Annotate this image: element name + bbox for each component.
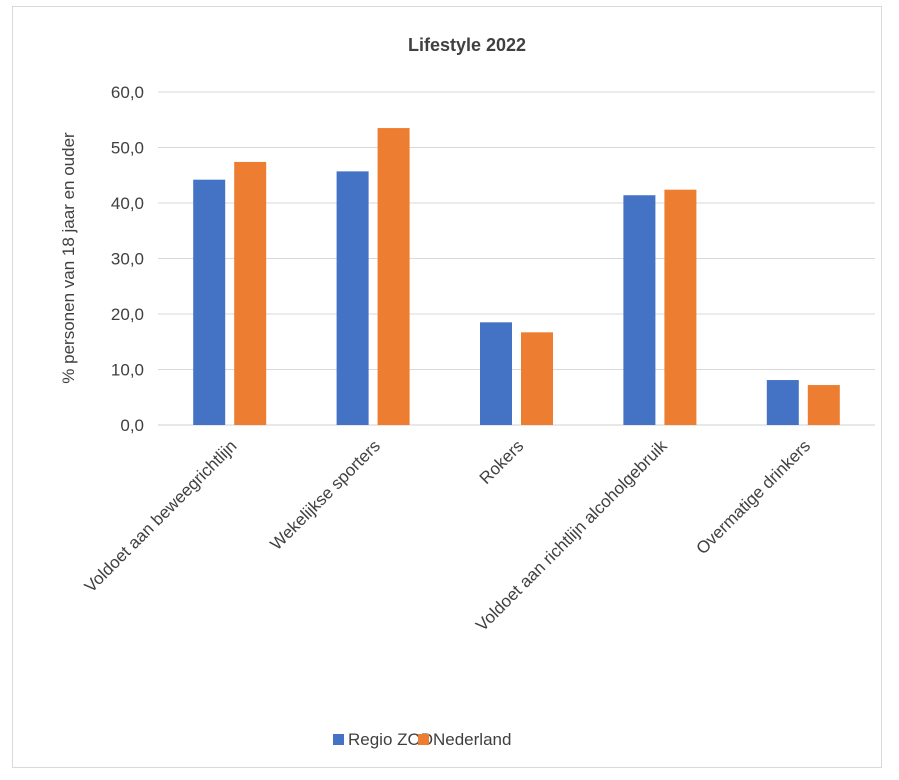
bar-regio-zod [623,195,656,425]
bar-nederland [664,189,697,425]
y-tick-label: 10,0 [111,361,144,380]
y-axis-label: % personen van 18 jaar en ouder [59,132,78,384]
bar-nederland [377,128,410,425]
bar-nederland [807,385,840,425]
gridlines [158,91,875,426]
legend: Regio ZOD Nederland [333,730,511,749]
y-tick-label: 20,0 [111,305,144,324]
chart-title: Lifestyle 2022 [408,35,526,55]
category-label: Overmatige drinkers [692,436,814,558]
bar-regio-zod [193,179,226,425]
chart-frame [12,6,882,768]
bar-nederland [234,161,267,425]
y-tick-label: 40,0 [111,194,144,213]
legend-swatch [418,734,429,745]
bars [193,128,840,425]
category-label: Rokers [476,436,528,488]
bar-regio-zod [336,171,369,425]
legend-label: Nederland [433,730,511,749]
bar-regio-zod [480,322,512,425]
y-tick-label: 60,0 [111,83,144,102]
y-tick-label: 0,0 [120,416,144,435]
y-tick-label: 30,0 [111,250,144,269]
y-axis-ticks: 0,0 10,0 20,0 30,0 40,0 50,0 60,0 [111,83,144,435]
legend-label: Regio ZOD [348,730,433,749]
bar-nederland [521,332,553,425]
y-tick-label: 50,0 [111,139,144,158]
category-labels: Voldoet aan beweegrichtlijn Wekelijkse sp… [81,436,814,635]
legend-swatch [333,734,344,745]
category-label: Wekelijkse sporters [266,436,383,553]
bar-regio-zod [766,380,799,425]
category-label: Voldoet aan beweegrichtlijn [81,436,241,596]
